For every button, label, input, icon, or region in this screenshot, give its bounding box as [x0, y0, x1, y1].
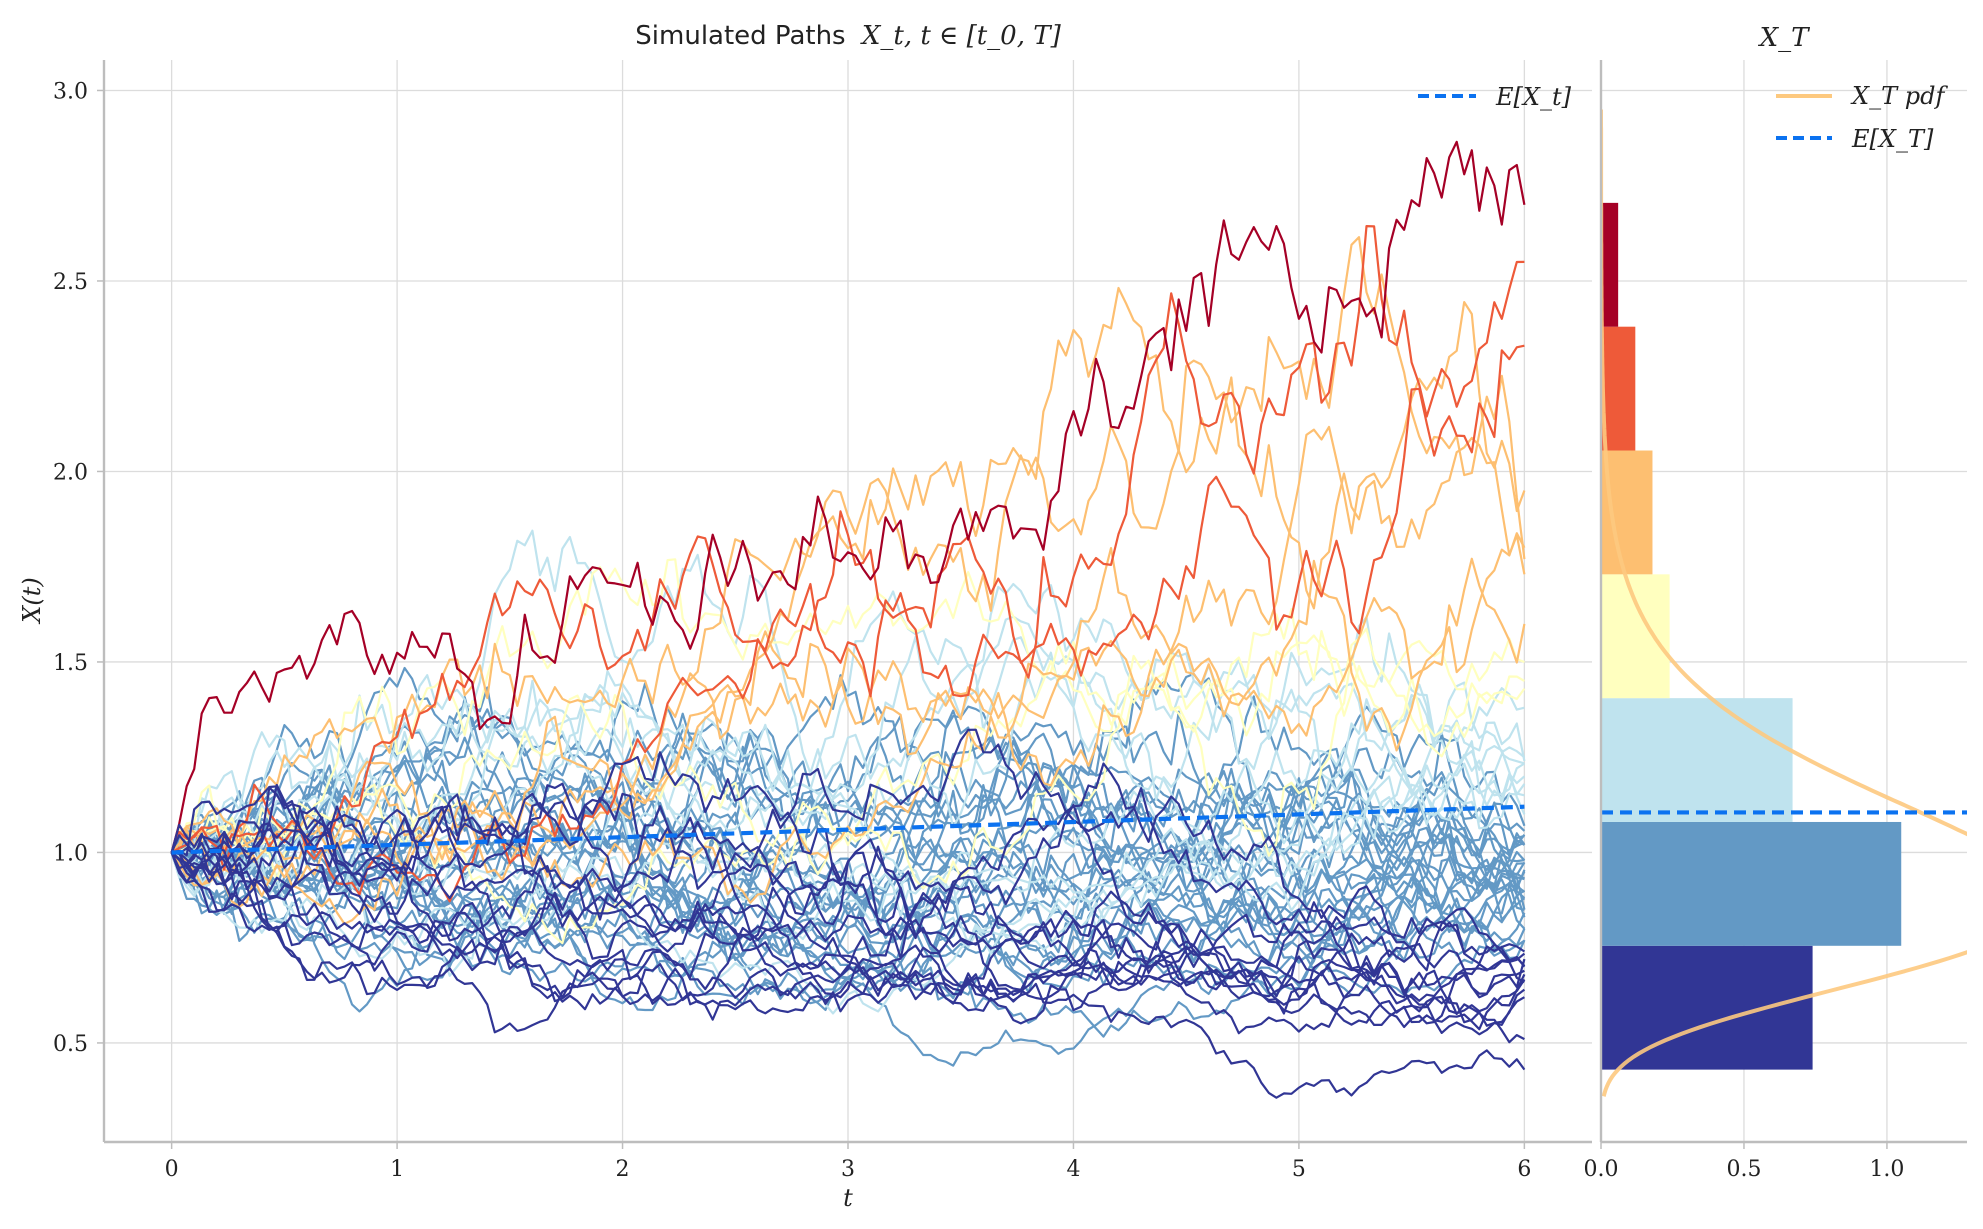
simulated-path — [170, 376, 1526, 876]
simulated-path — [171, 850, 1526, 1031]
histogram-bar — [1601, 945, 1813, 1070]
simulated-path — [170, 787, 1525, 999]
mean-line — [171, 804, 1525, 855]
histogram-bar — [1601, 698, 1793, 822]
simulated-path — [170, 728, 1526, 1027]
histogram-bar — [1601, 821, 1902, 946]
simulated-path — [170, 590, 1525, 898]
simulated-path — [171, 792, 1526, 1026]
simulated-path — [170, 709, 1525, 880]
simulated-path — [171, 832, 1526, 1035]
paths-y-tick-label: 2.0 — [53, 460, 88, 485]
paths-y-tick-label: 2.5 — [53, 270, 88, 295]
histogram-axes: 0.0 0.5 1.0 X_T X_T pdf E[X_T] — [1584, 23, 1967, 1182]
paths-title-math: X_t, t ∈ [t_0, T] — [860, 21, 1062, 51]
histogram-x-tick-label: 0.5 — [1726, 1157, 1761, 1182]
paths-title-text: Simulated Paths — [635, 21, 845, 51]
paths-x-tick-label: 6 — [1517, 1157, 1531, 1182]
paths-x-tick-label: 4 — [1066, 1157, 1080, 1182]
paths-legend: E[X_t] — [1418, 83, 1572, 111]
paths-y-tick-label: 0.5 — [53, 1032, 88, 1057]
simulated-path — [170, 672, 1526, 942]
simulated-path — [170, 783, 1526, 1005]
simulated-path — [171, 532, 1526, 904]
histogram-legend-pdf-label: X_T pdf — [1850, 82, 1948, 110]
simulated-path — [171, 851, 1525, 1044]
simulated-path — [170, 225, 1525, 855]
paths-legend-mean-label: E[X_t] — [1495, 83, 1572, 111]
simulated-path — [170, 301, 1526, 886]
simulated-path — [170, 674, 1526, 957]
simulated-path — [170, 557, 1526, 925]
histogram-bar — [1601, 574, 1670, 699]
simulated-path — [170, 695, 1525, 934]
simulated-path — [171, 811, 1526, 1038]
simulated-path — [171, 785, 1525, 1036]
histogram-title: X_T — [1758, 23, 1811, 53]
simulated-path — [171, 674, 1525, 945]
paths-x-tick-label: 3 — [841, 1157, 855, 1182]
paths-y-tick-label: 3.0 — [53, 79, 88, 104]
paths-x-label: t — [843, 1184, 853, 1212]
simulated-path — [170, 805, 1526, 1025]
simulated-path — [171, 615, 1525, 876]
simulated-path — [171, 822, 1526, 1012]
simulated-path — [170, 140, 1526, 853]
simulated-path — [171, 775, 1526, 951]
histogram-x-ticks: 0.0 0.5 1.0 — [1584, 1142, 1904, 1182]
simulated-path — [170, 236, 1526, 870]
paths-title: Simulated Paths X_t, t ∈ [t_0, T] — [635, 21, 1061, 51]
paths-y-tick-label: 1.0 — [53, 841, 88, 866]
paths-x-tick-label: 1 — [390, 1157, 404, 1182]
histogram-bar — [1601, 202, 1619, 327]
histogram-bars — [1601, 202, 1902, 1070]
simulated-path — [170, 851, 1525, 999]
simulated-path — [171, 344, 1525, 903]
simulated-path — [171, 558, 1526, 857]
simulated-path — [170, 607, 1525, 945]
histogram-legend-mean-label: E[X_T] — [1851, 125, 1934, 153]
paths-y-ticks: 0.5 1.0 1.5 2.0 2.5 3.0 — [53, 79, 104, 1057]
simulated-paths — [170, 140, 1526, 1099]
simulated-path — [170, 850, 1525, 986]
paths-x-ticks: 0 1 2 3 4 5 6 — [165, 1142, 1531, 1182]
mean-line-group — [171, 804, 1525, 855]
histogram-legend: X_T pdf E[X_T] — [1776, 82, 1948, 153]
simulated-path — [171, 694, 1526, 977]
paths-axes: 0 1 2 3 4 5 6 0.5 1.0 1.5 2.0 2.5 3.0 Simulated Pat… — [18, 21, 1592, 1212]
paths-grid — [104, 60, 1592, 1142]
histogram-x-tick-label: 1.0 — [1869, 1157, 1904, 1182]
paths-x-tick-label: 2 — [616, 1157, 630, 1182]
simulated-path — [170, 751, 1526, 998]
paths-y-label: X(t) — [18, 577, 46, 624]
paths-y-tick-label: 1.5 — [53, 651, 88, 676]
simulated-path — [170, 529, 1526, 882]
histogram-x-tick-label: 0.0 — [1584, 1157, 1619, 1182]
paths-x-tick-label: 0 — [165, 1157, 179, 1182]
paths-x-tick-label: 5 — [1292, 1157, 1306, 1182]
histogram-bar — [1601, 326, 1636, 451]
simulated-path — [170, 852, 1526, 1099]
